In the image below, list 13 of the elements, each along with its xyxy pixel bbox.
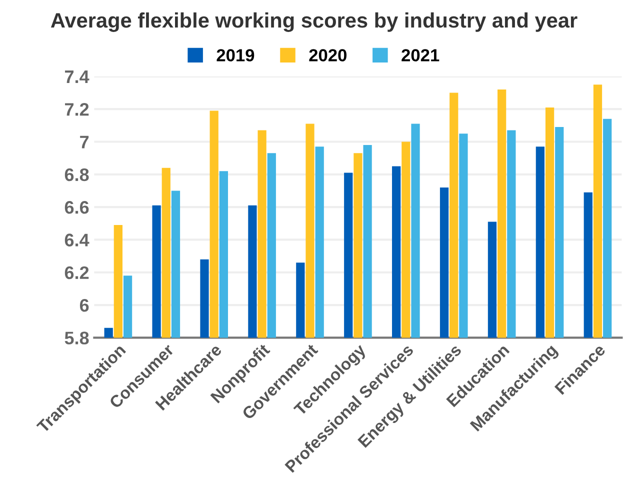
y-tick-label: 6.2 — [64, 266, 89, 280]
y-tick-label: 7.2 — [65, 103, 89, 116]
legend-label: 2019 — [216, 49, 254, 62]
legend-label: 2020 — [309, 49, 346, 62]
y-tick-label: 7.4 — [65, 70, 90, 83]
chart-title: Average flexible working scores by industry and year — [50, 12, 578, 32]
y-tick-label: 6.8 — [64, 168, 89, 182]
y-tick-label: 5.8 — [64, 332, 89, 344]
y-tick-label: 6 — [80, 298, 89, 312]
legend-label: 2021 — [402, 49, 440, 62]
y-tick-label: 7 — [80, 136, 89, 148]
y-tick-label: 6.6 — [64, 200, 89, 214]
y-tick-label: 6.4 — [64, 234, 90, 246]
